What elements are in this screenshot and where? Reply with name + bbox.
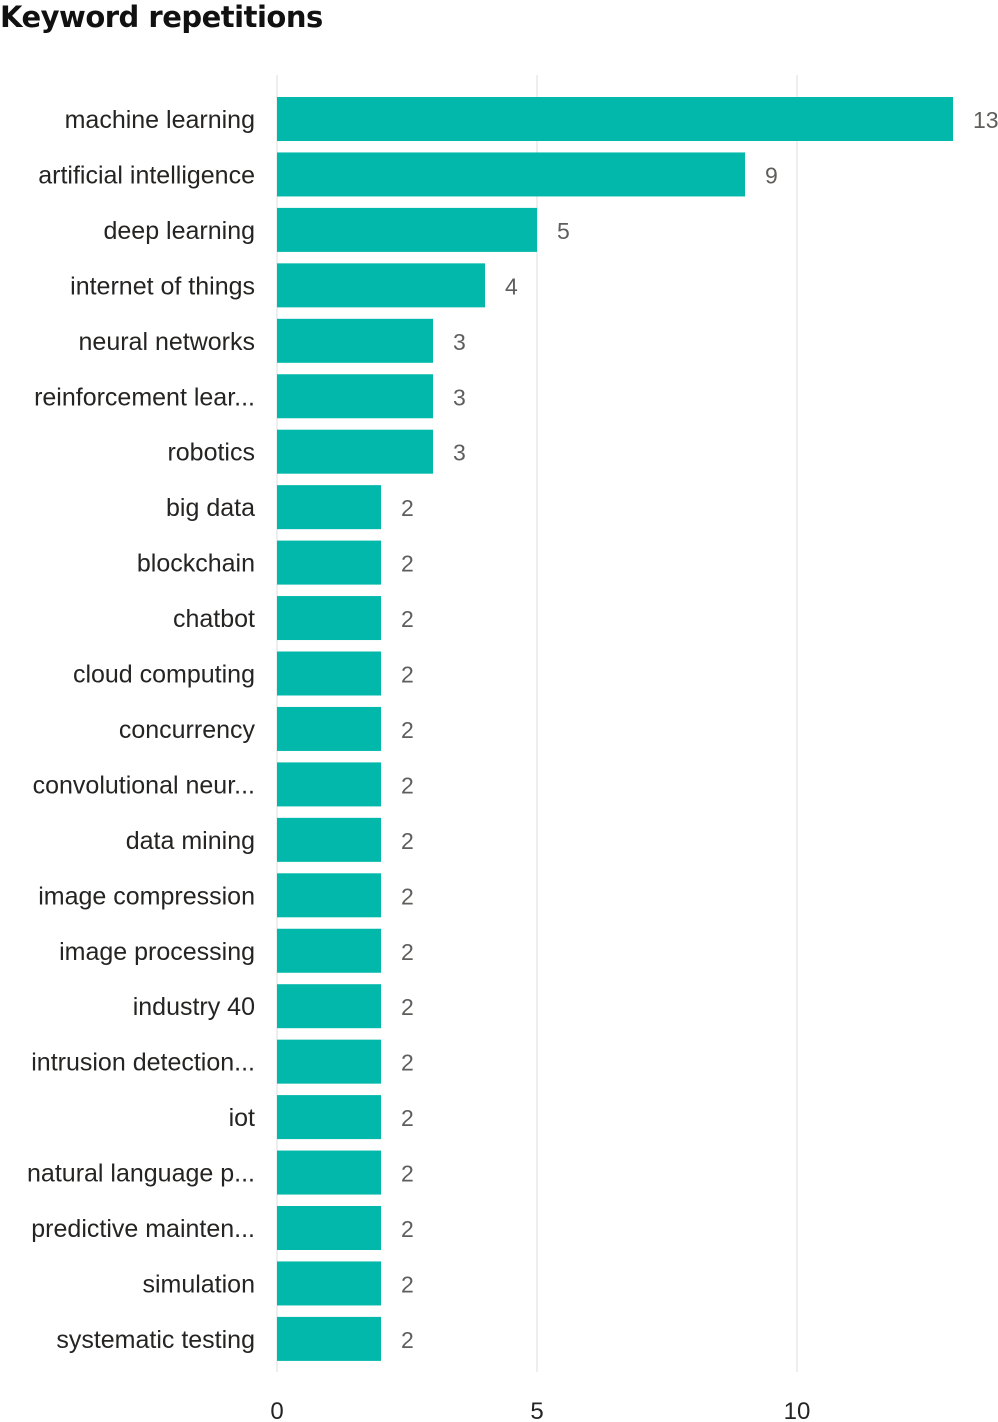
data-label: 4 <box>505 273 518 299</box>
bar[interactable] <box>277 1261 381 1306</box>
x-tick-label: 10 <box>784 1398 811 1422</box>
category-label: intrusion detection... <box>31 1049 255 1077</box>
data-label: 2 <box>401 772 414 798</box>
category-label: convolutional neur... <box>33 771 255 799</box>
data-label: 2 <box>401 1271 414 1297</box>
category-label: image compression <box>38 882 255 910</box>
data-label: 2 <box>401 1327 414 1353</box>
data-label: 2 <box>401 1216 414 1242</box>
category-label: artificial intelligence <box>38 161 255 189</box>
category-label: reinforcement lear... <box>34 383 255 411</box>
x-tick-label: 0 <box>270 1398 283 1422</box>
data-label: 3 <box>453 329 466 355</box>
data-label: 2 <box>401 1161 414 1187</box>
bar[interactable] <box>277 706 381 751</box>
category-label: data mining <box>126 827 255 855</box>
chart-title: Keyword repetitions <box>0 0 323 34</box>
data-label: 5 <box>557 218 570 244</box>
category-label: chatbot <box>173 605 255 633</box>
data-label: 2 <box>401 828 414 854</box>
data-label: 2 <box>401 883 414 909</box>
bar[interactable] <box>277 318 433 363</box>
bar[interactable] <box>277 97 953 141</box>
bar[interactable] <box>277 928 381 973</box>
bar[interactable] <box>277 207 537 252</box>
category-label: predictive mainten... <box>31 1215 255 1243</box>
bar[interactable] <box>277 1150 381 1195</box>
x-tick-label: 5 <box>530 1398 543 1422</box>
data-label: 2 <box>401 551 414 577</box>
category-label: simulation <box>142 1270 255 1298</box>
category-label: natural language p... <box>27 1160 255 1188</box>
data-label: 2 <box>401 662 414 688</box>
data-label: 2 <box>401 606 414 632</box>
bar[interactable] <box>277 762 381 807</box>
bar[interactable] <box>277 873 381 918</box>
bar[interactable] <box>277 651 381 696</box>
data-label: 2 <box>401 1105 414 1131</box>
data-label: 3 <box>453 440 466 466</box>
data-label: 3 <box>453 384 466 410</box>
data-label: 2 <box>401 994 414 1020</box>
bar[interactable] <box>277 152 745 197</box>
data-labels: 13 9 5 4 3 3 3 2 2 2 2 2 2 2 2 2 2 2 2 2 2 2 2 <box>401 107 998 1353</box>
category-label: systematic testing <box>56 1326 255 1354</box>
data-label: 2 <box>401 1050 414 1076</box>
data-label: 2 <box>401 495 414 521</box>
data-label: 13 <box>973 107 998 133</box>
category-label: big data <box>166 494 255 522</box>
bar[interactable] <box>277 263 485 308</box>
bar[interactable] <box>277 984 381 1029</box>
category-label: image processing <box>59 938 255 966</box>
category-label: deep learning <box>103 217 255 245</box>
bars <box>277 97 953 1361</box>
category-labels: machine learning artificial intelligence d… <box>27 106 255 1354</box>
category-label: robotics <box>167 439 255 467</box>
bar[interactable] <box>277 485 381 530</box>
bar[interactable] <box>277 429 433 474</box>
bar[interactable] <box>277 1095 381 1140</box>
data-label: 2 <box>401 939 414 965</box>
data-label: 9 <box>765 162 778 188</box>
category-label: machine learning <box>65 106 255 134</box>
bar[interactable] <box>277 596 381 641</box>
category-label: industry 40 <box>133 993 255 1021</box>
x-axis-ticks: 0 5 10 <box>270 1398 810 1422</box>
category-label: cloud computing <box>73 661 255 689</box>
category-label: concurrency <box>119 716 256 744</box>
bar[interactable] <box>277 1316 381 1361</box>
category-label: neural networks <box>79 328 255 356</box>
category-label: blockchain <box>137 550 255 578</box>
bar[interactable] <box>277 374 433 419</box>
bar[interactable] <box>277 1206 381 1250</box>
bar[interactable] <box>277 817 381 862</box>
category-label: iot <box>229 1104 255 1132</box>
category-label: internet of things <box>70 272 255 300</box>
bar[interactable] <box>277 1039 381 1084</box>
bar[interactable] <box>277 540 381 585</box>
data-label: 2 <box>401 717 414 743</box>
